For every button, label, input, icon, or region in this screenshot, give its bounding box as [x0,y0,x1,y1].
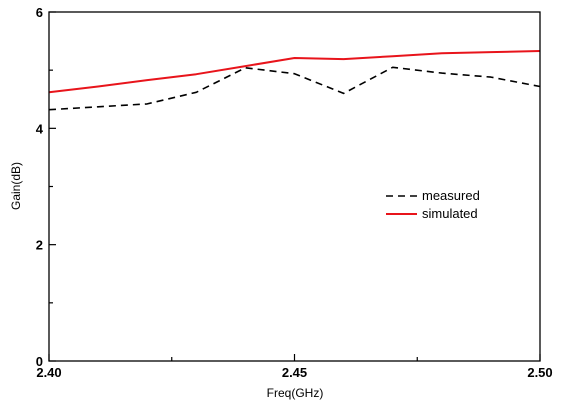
legend-label-measured: measured [422,188,480,203]
plot-frame [48,11,541,362]
series-line-measured [48,66,541,111]
x-axis-label: Freq(GHz) [267,386,324,400]
y-tick-label: 2 [36,238,43,253]
y-tick-label: 4 [36,121,44,136]
x-tick-label: 2.45 [282,365,307,380]
series-lines [48,50,541,111]
x-tick-label: 2.40 [36,365,61,380]
legend-label-simulated: simulated [422,206,478,221]
series-line-simulated [48,50,541,94]
tick-labels: 2.40 2.45 2.50 0 2 4 6 [36,5,553,380]
y-tick-label: 0 [36,354,43,369]
axis-ticks [48,11,541,362]
x-tick-label: 2.50 [527,365,552,380]
y-tick-label: 6 [36,5,43,20]
y-axis-label: Gain(dB) [9,162,23,210]
legend: measured simulated [386,188,480,221]
